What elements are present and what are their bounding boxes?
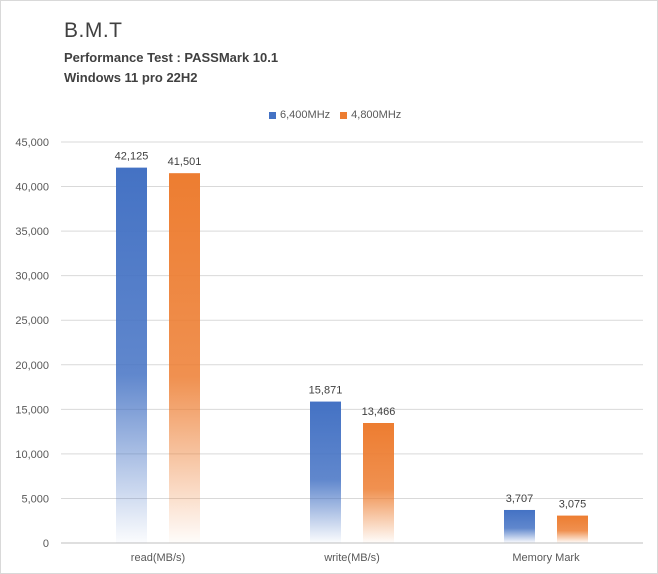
- bar: [310, 401, 341, 543]
- data-label: 3,707: [506, 493, 534, 505]
- y-tick-label: 30,000: [15, 271, 49, 283]
- data-label: 13,466: [362, 406, 396, 418]
- data-label: 15,871: [309, 385, 343, 397]
- y-tick-label: 5,000: [21, 493, 49, 505]
- chart-title: B.M.T: [64, 19, 123, 42]
- y-tick-label: 25,000: [15, 315, 49, 327]
- y-tick-label: 20,000: [15, 360, 49, 372]
- bar: [169, 173, 200, 543]
- y-tick-label: 10,000: [15, 449, 49, 461]
- y-tick-label: 15,000: [15, 404, 49, 416]
- x-tick-label: Memory Mark: [512, 552, 580, 564]
- x-tick-label: read(MB/s): [131, 552, 185, 564]
- bar: [116, 167, 147, 543]
- data-label: 3,075: [559, 499, 587, 511]
- chart-subtitle-os: Windows 11 pro 22H2: [64, 70, 198, 85]
- y-tick-label: 45,000: [15, 137, 49, 149]
- legend-item-6400: 6,400MHz: [269, 109, 330, 121]
- legend-label-4800: 4,800MHz: [351, 109, 402, 121]
- bar: [363, 423, 394, 543]
- data-label: 41,501: [168, 156, 202, 168]
- x-tick-label: write(MB/s): [323, 552, 380, 564]
- y-tick-label: 40,000: [15, 182, 49, 194]
- bar: [504, 509, 535, 543]
- legend-item-4800: 4,800MHz: [340, 109, 401, 121]
- legend-swatch-6400: [269, 111, 276, 119]
- legend-label-6400: 6,400MHz: [280, 109, 331, 121]
- bar: [557, 515, 588, 543]
- legend-swatch-4800: [340, 111, 348, 119]
- data-label: 42,125: [115, 151, 149, 163]
- chart-subtitle: Performance Test : PASSMark 10.1: [64, 50, 279, 65]
- chart-legend: 6,400MHz 4,800MHz: [269, 109, 401, 121]
- y-tick-label: 0: [43, 538, 49, 550]
- y-tick-label: 35,000: [15, 226, 49, 238]
